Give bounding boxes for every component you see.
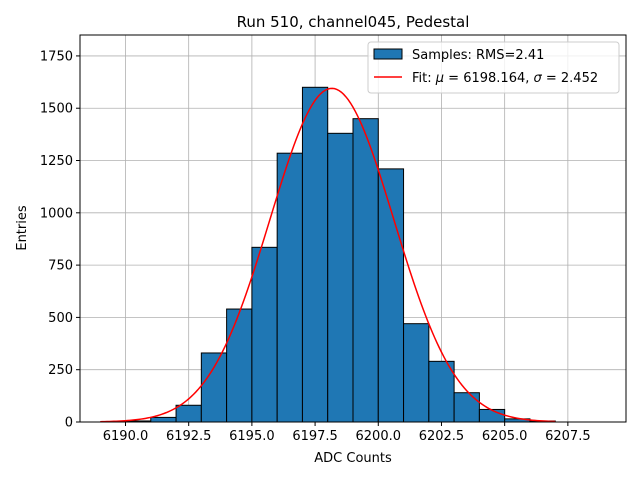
x-axis-ticks: 6190.0 6192.5 6195.0 6197.5 6200.0 6202.5 6205…	[103, 422, 591, 444]
histogram-bar	[327, 132, 354, 423]
x-tick-label: 6205.0	[482, 429, 528, 444]
histogram-bar	[377, 168, 405, 423]
y-tick-label: 1500	[40, 102, 73, 117]
histogram-bar	[403, 323, 430, 423]
x-axis-label: ADC Counts	[314, 451, 392, 466]
plot-frame	[79, 34, 627, 423]
fit-curve	[100, 87, 556, 423]
x-tick-label: 6197.5	[292, 429, 338, 444]
histogram-bar	[200, 352, 228, 423]
legend-box	[367, 41, 620, 94]
chart-title: Run 510, channel045, Pedestal	[237, 13, 470, 31]
legend: Samples: RMS=2.41 Fit: μ = 6198.164, σ =…	[367, 41, 620, 94]
legend-label-fit: Fit: μ = 6198.164, σ = 2.452	[412, 71, 598, 86]
histogram-bar	[276, 152, 303, 423]
legend-fit-mu-symbol: μ	[435, 71, 444, 86]
legend-fit-prefix: Fit:	[412, 71, 436, 86]
histogram-bar	[175, 404, 202, 423]
histogram-bar	[301, 86, 329, 423]
histogram-bar	[478, 408, 506, 423]
histogram-bar	[352, 118, 379, 423]
y-tick-label: 750	[48, 259, 73, 274]
y-axis-ticks: 0 250 500 750 1000 1250 1500 1750	[40, 49, 80, 431]
histogram-bars	[125, 86, 556, 423]
histogram-bar	[226, 308, 253, 423]
x-tick-label: 6195.0	[229, 429, 275, 444]
x-tick-label: 6190.0	[103, 429, 149, 444]
histogram-bar	[428, 360, 455, 423]
legend-swatch-samples	[373, 48, 403, 60]
legend-fit-sigma-symbol: σ	[534, 71, 543, 86]
y-tick-label: 500	[48, 311, 73, 326]
x-tick-label: 6200.0	[356, 429, 402, 444]
x-tick-label: 6207.5	[545, 429, 591, 444]
histogram-bar	[453, 392, 480, 423]
legend-fit-sigma-value: = 2.452	[542, 71, 598, 86]
y-tick-label: 1750	[40, 49, 73, 64]
legend-fit-mu-value: = 6198.164,	[444, 71, 533, 86]
x-tick-label: 6202.5	[419, 429, 465, 444]
y-tick-label: 250	[48, 363, 73, 378]
y-tick-label: 0	[65, 416, 73, 431]
y-axis-label: Entries	[15, 205, 30, 251]
histogram-bar	[150, 416, 177, 423]
x-tick-label: 6192.5	[166, 429, 212, 444]
legend-label-samples: Samples: RMS=2.41	[412, 48, 544, 63]
y-tick-label: 1000	[40, 206, 73, 221]
y-tick-label: 1250	[40, 154, 73, 169]
histogram-bar	[251, 246, 278, 423]
fit-curve-group	[100, 87, 556, 423]
